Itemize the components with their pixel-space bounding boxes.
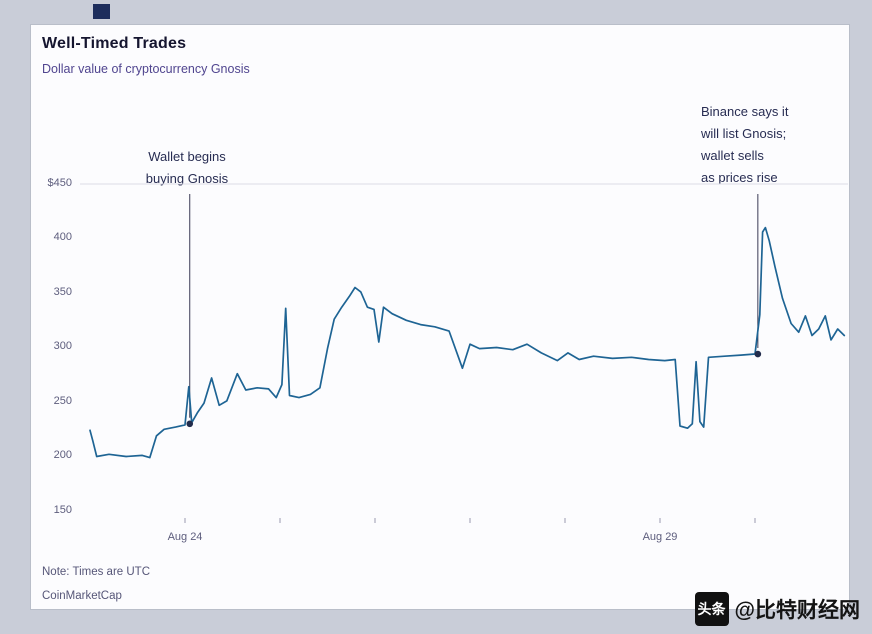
toutiao-badge: 头条 bbox=[694, 592, 729, 626]
y-tick-label-350: 350 bbox=[53, 286, 72, 298]
annotation-wallet: Wallet begins buying Gnosis bbox=[112, 146, 262, 190]
y-tick-label-250: 250 bbox=[53, 395, 72, 407]
chart-subtitle: Dollar value of cryptocurrency Gnosis bbox=[42, 62, 250, 76]
annotation-binance-line3: wallet sells bbox=[701, 148, 764, 163]
y-tick-label-150: 150 bbox=[53, 504, 72, 516]
annotation-wallet-line1: Wallet begins bbox=[148, 149, 226, 164]
watermark: 头条 @比特财经网 bbox=[694, 592, 860, 626]
top-marker bbox=[93, 4, 110, 19]
chart-title: Well-Timed Trades bbox=[42, 35, 187, 52]
watermark-handle: @比特财经网 bbox=[734, 599, 860, 622]
annotation-binance-line4: as prices rise bbox=[701, 170, 778, 185]
annotation-binance-line2: will list Gnosis; bbox=[701, 126, 787, 141]
y-tick-label-450: $450 bbox=[47, 177, 72, 189]
x-tick-label-aug24: Aug 24 bbox=[167, 531, 203, 543]
y-tick-label-200: 200 bbox=[53, 449, 72, 461]
annotation-binance: Binance says it will list Gnosis; wallet… bbox=[701, 101, 836, 189]
x-tick-label-aug29: Aug 29 bbox=[642, 531, 678, 543]
annotation-wallet-line2: buying Gnosis bbox=[145, 171, 229, 186]
note-times-utc: Note: Times are UTC bbox=[42, 566, 150, 578]
y-tick-label-400: 400 bbox=[53, 231, 72, 243]
y-tick-label-300: 300 bbox=[53, 340, 72, 352]
annotation-binance-line1: Binance says it bbox=[701, 104, 789, 119]
note-source: CoinMarketCap bbox=[42, 590, 122, 602]
